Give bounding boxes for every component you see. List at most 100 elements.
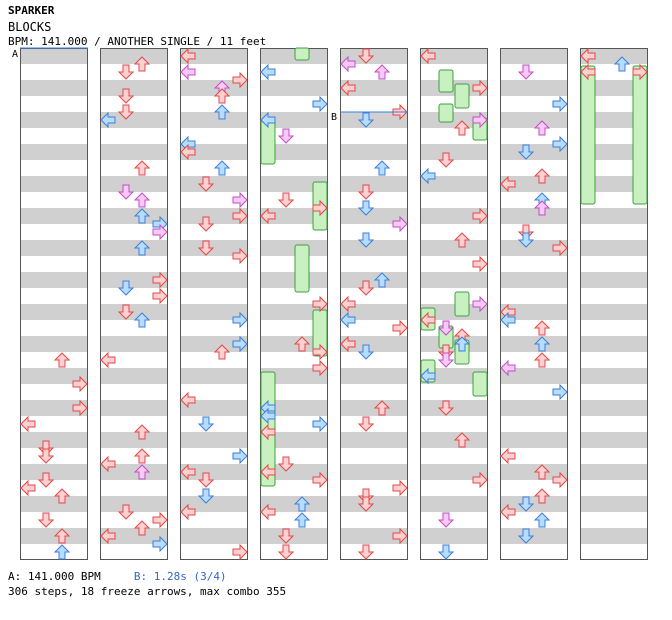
arrow-down-icon	[438, 512, 454, 528]
stripe-band	[500, 400, 568, 416]
stripe-band	[420, 144, 488, 160]
stripe-band	[260, 80, 328, 96]
stripe-band	[420, 112, 488, 128]
stripe-band	[420, 496, 488, 512]
arrow-down-icon	[358, 416, 374, 432]
stripe-band	[340, 208, 408, 224]
arrow-up-icon	[54, 352, 70, 368]
freeze-arrow-body	[580, 65, 596, 205]
stripe-band	[20, 240, 88, 256]
stripe-band	[20, 144, 88, 160]
marker-b: B	[331, 112, 337, 123]
stripe-band	[420, 464, 488, 480]
stripe-band	[500, 304, 568, 320]
chart-column	[260, 48, 328, 560]
stripe-band	[500, 176, 568, 192]
stripe-band	[180, 80, 248, 96]
stripe-band	[20, 496, 88, 512]
arrow-right-icon	[392, 480, 408, 496]
stripe-band	[100, 368, 168, 384]
stripe-band	[180, 528, 248, 544]
stripe-band	[580, 528, 648, 544]
stripe-band	[500, 528, 568, 544]
stripe-band	[580, 240, 648, 256]
stripe-band	[500, 464, 568, 480]
stripe-band	[20, 48, 88, 64]
stripe-band	[100, 208, 168, 224]
stop-label: B: 1.28s (3/4)	[133, 570, 227, 583]
stripe-band	[180, 272, 248, 288]
stripe-band	[100, 80, 168, 96]
stripe-band	[260, 336, 328, 352]
stripe-band	[180, 112, 248, 128]
arrow-right-icon	[152, 512, 168, 528]
stripe-band	[420, 368, 488, 384]
stripe-band	[420, 432, 488, 448]
stripe-band	[20, 304, 88, 320]
stripe-band	[260, 400, 328, 416]
freeze-arrow-body	[294, 47, 310, 61]
stripe-band	[340, 176, 408, 192]
arrow-down-icon	[278, 192, 294, 208]
stripe-band	[180, 336, 248, 352]
stripe-band	[420, 400, 488, 416]
chart-column	[580, 48, 648, 560]
footer-bpm-line: A: 141.000 BPM B: 1.28s (3/4)	[8, 570, 227, 583]
arrow-right-icon	[232, 448, 248, 464]
stripe-band	[180, 144, 248, 160]
stripe-band	[100, 272, 168, 288]
stripe-band	[180, 368, 248, 384]
stripe-band	[340, 432, 408, 448]
chart-column	[100, 48, 168, 560]
arrow-down-icon	[518, 64, 534, 80]
stripe-band	[180, 176, 248, 192]
stripe-band	[500, 80, 568, 96]
arrow-down-icon	[438, 352, 454, 368]
stripe-band	[580, 176, 648, 192]
arrow-down-icon	[38, 512, 54, 528]
stripe-band	[20, 336, 88, 352]
arrow-down-icon	[118, 64, 134, 80]
stripe-band	[100, 48, 168, 64]
stripe-band	[20, 208, 88, 224]
arrow-down-icon	[278, 128, 294, 144]
stripe-band	[340, 272, 408, 288]
stripe-band	[20, 464, 88, 480]
stripe-band	[260, 464, 328, 480]
arrow-up-icon	[534, 320, 550, 336]
stripe-band	[260, 208, 328, 224]
stripe-band	[180, 400, 248, 416]
stripe-band	[100, 528, 168, 544]
stripe-band	[340, 400, 408, 416]
stripe-band	[180, 208, 248, 224]
stripe-band	[260, 304, 328, 320]
stripe-band	[340, 304, 408, 320]
stripe-band	[500, 496, 568, 512]
arrow-right-icon	[312, 96, 328, 112]
arrow-up-icon	[134, 448, 150, 464]
arrow-up-icon	[374, 64, 390, 80]
stripe-band	[500, 368, 568, 384]
freeze-arrow-body	[454, 83, 470, 109]
stripe-band	[500, 336, 568, 352]
stripe-band	[580, 112, 648, 128]
stripe-band	[500, 48, 568, 64]
stripe-band	[260, 112, 328, 128]
stripe-band	[100, 496, 168, 512]
stripe-band	[100, 464, 168, 480]
arrow-up-icon	[134, 192, 150, 208]
stripe-band	[180, 496, 248, 512]
arrow-right-icon	[552, 96, 568, 112]
arrow-right-icon	[392, 320, 408, 336]
chart-column	[500, 48, 568, 560]
stripe-band	[100, 144, 168, 160]
stripe-band	[580, 400, 648, 416]
arrow-up-icon	[54, 544, 70, 560]
stripe-band	[260, 272, 328, 288]
stripe-band	[20, 112, 88, 128]
stripe-band	[580, 144, 648, 160]
stripe-band	[260, 528, 328, 544]
stripe-band	[420, 528, 488, 544]
stripe-band	[180, 48, 248, 64]
stripe-band	[420, 80, 488, 96]
